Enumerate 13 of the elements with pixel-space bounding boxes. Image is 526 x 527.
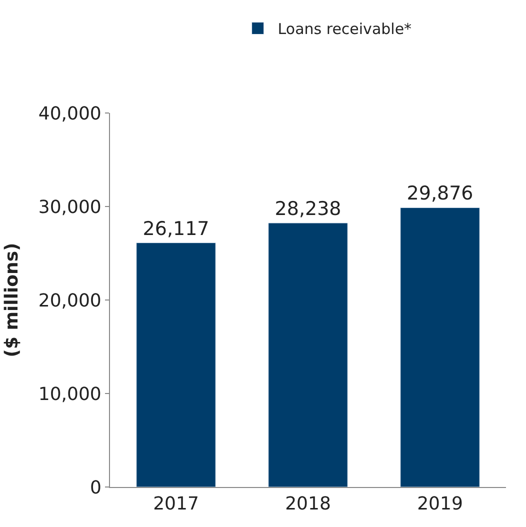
y-tick-label: 30,000: [38, 196, 102, 218]
data-label: 29,876: [406, 182, 474, 205]
legend-label: Loans receivable*: [278, 20, 412, 38]
y-axis-title: ($ millions): [2, 242, 23, 358]
y-tick-label: 0: [90, 477, 102, 498]
x-tick-label: 2017: [153, 494, 199, 515]
x-tick-label: 2018: [285, 494, 331, 515]
x-tick-label: 2019: [417, 494, 463, 515]
data-label: 28,238: [274, 198, 342, 220]
data-label: 26,117: [142, 218, 210, 240]
y-tick-label: 10,000: [38, 384, 102, 405]
y-tick-label: 40,000: [38, 103, 102, 124]
y-tick-label: 20,000: [38, 290, 102, 312]
